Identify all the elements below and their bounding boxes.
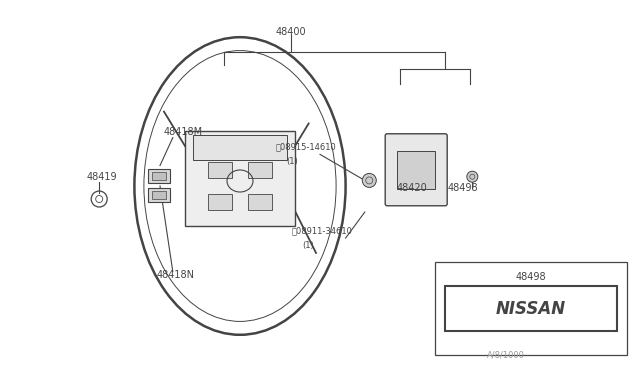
Text: ⓝ08911-34610: ⓝ08911-34610 [291,226,352,235]
Bar [185,131,295,226]
Bar [148,188,170,202]
Bar [152,172,166,180]
Bar [148,169,170,183]
Bar [248,162,272,178]
Bar [435,262,627,355]
Text: 48420: 48420 [397,183,428,193]
Ellipse shape [467,171,478,182]
Bar [248,194,272,210]
Text: 48419: 48419 [86,172,117,182]
Text: NISSAN: NISSAN [496,300,566,318]
Bar [445,286,617,331]
Text: (1): (1) [287,157,298,166]
Text: (1): (1) [303,241,314,250]
Ellipse shape [362,173,376,187]
Bar [208,162,232,178]
Text: 48400: 48400 [276,27,307,36]
Bar [152,191,166,199]
Text: ⓝ08915-14610: ⓝ08915-14610 [275,142,336,151]
Text: A/8/1000: A/8/1000 [486,351,525,360]
Text: 48498: 48498 [516,272,547,282]
FancyBboxPatch shape [385,134,447,206]
Bar [208,194,232,210]
Text: 48498: 48498 [448,183,479,193]
Bar [193,135,287,160]
Bar [397,151,435,189]
Text: 48418M: 48418M [163,127,202,137]
Text: 48418N: 48418N [157,270,195,280]
